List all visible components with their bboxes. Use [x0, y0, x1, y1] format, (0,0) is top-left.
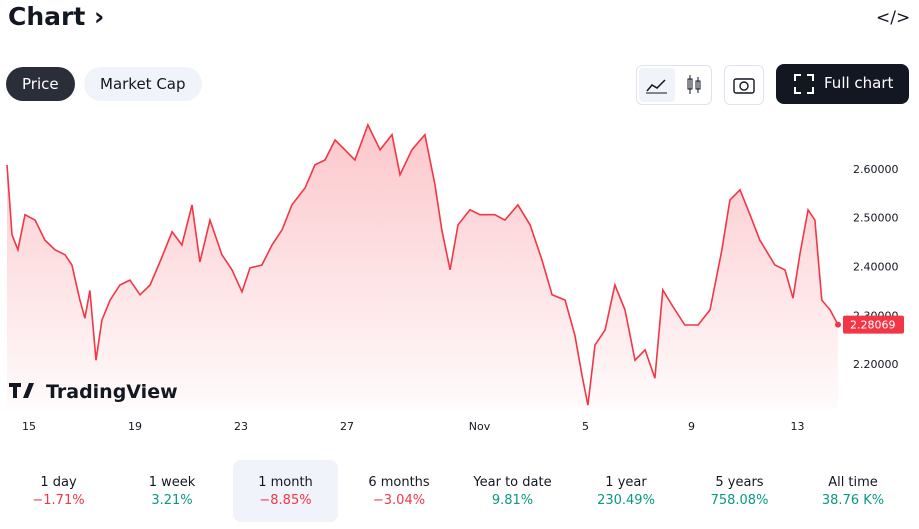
- period-change: −3.04%: [372, 493, 426, 508]
- style-icons: [639, 68, 701, 102]
- period-change: −8.85%: [259, 493, 312, 508]
- x-tick-label: 27: [340, 420, 354, 433]
- price-area: [7, 124, 838, 409]
- period-name: 1 year: [605, 475, 647, 490]
- period-name: Year to date: [473, 475, 552, 490]
- period[interactable]: 6 months −3.04%: [347, 460, 452, 522]
- x-tick-label: 5: [582, 420, 589, 433]
- title[interactable]: Chart ›: [8, 2, 105, 31]
- full-chart-button[interactable]: Full chart: [776, 64, 909, 104]
- y-tick-label: 2.20000: [853, 358, 899, 371]
- watermark: TradingView: [9, 381, 178, 403]
- period-name: 5 years: [715, 475, 764, 490]
- period-name: 1 month: [258, 475, 313, 490]
- chart: TradingView 2.200002.300002.400002.50000…: [6, 122, 904, 433]
- period[interactable]: 1 day −1.71%: [6, 460, 111, 522]
- full-chart-label: Full chart: [824, 74, 894, 92]
- chart-style-toggle[interactable]: [636, 65, 712, 105]
- x-tick-label: Nov: [469, 420, 491, 433]
- y-tick-label: 2.60000: [853, 163, 899, 176]
- current-price-dot: [835, 321, 841, 328]
- current-price-tag: [843, 315, 904, 334]
- period[interactable]: 1 year 230.49%: [574, 460, 679, 522]
- period-name: All time: [828, 475, 878, 490]
- period-change: −1.71%: [32, 493, 85, 508]
- x-tick-label: 13: [790, 420, 804, 433]
- period[interactable]: 5 years 758.08%: [687, 460, 792, 522]
- period[interactable]: 1 week 3.21%: [120, 460, 225, 522]
- period-name: 1 week: [148, 475, 196, 490]
- period[interactable]: 1 month −8.85%: [233, 460, 338, 522]
- period[interactable]: All time 38.76 K%: [801, 460, 906, 522]
- tab[interactable]: Market Cap: [84, 67, 202, 101]
- snapshot-button[interactable]: [724, 65, 764, 105]
- period-name: 6 months: [368, 475, 430, 490]
- period-change: 230.49%: [597, 493, 655, 508]
- period-change: 3.21%: [151, 493, 193, 508]
- embed-button[interactable]: </>: [876, 8, 911, 28]
- current-price-label: 2.28069: [850, 319, 896, 332]
- expand-icon: [794, 74, 814, 94]
- x-tick-label: 19: [128, 420, 142, 433]
- period-name: 1 day: [40, 475, 77, 490]
- period-change: 758.08%: [710, 493, 769, 508]
- x-tick-label: 9: [688, 420, 695, 433]
- x-tick-label: 15: [22, 420, 36, 433]
- watermark-text: TradingView: [46, 381, 178, 403]
- period-change: 38.76 K%: [821, 493, 885, 508]
- period-change: 9.81%: [491, 493, 534, 508]
- price-line: [6, 122, 839, 406]
- tab[interactable]: Price: [6, 67, 75, 101]
- y-tick-label: 2.40000: [853, 260, 899, 273]
- x-tick-label: 23: [234, 420, 248, 433]
- camera-icon: [733, 78, 755, 94]
- period[interactable]: Year to date 9.81%: [460, 460, 565, 522]
- y-tick-label: 2.50000: [853, 212, 899, 225]
